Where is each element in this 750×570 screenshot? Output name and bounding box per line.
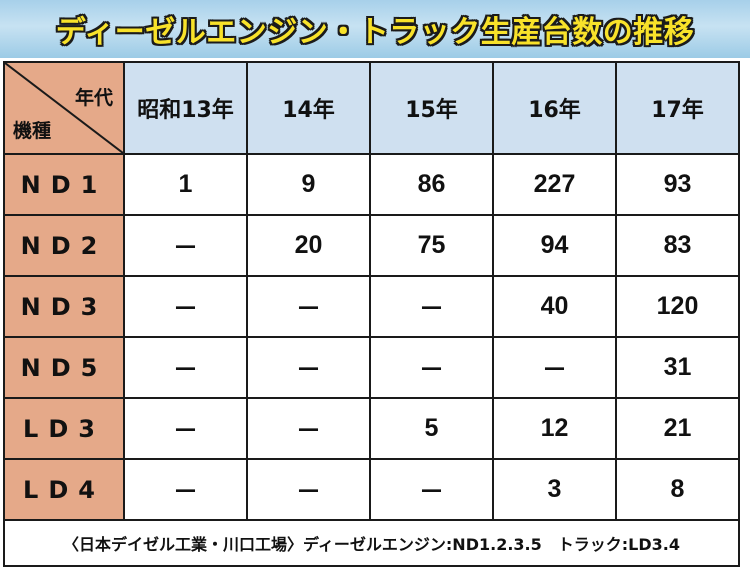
table-cell: － [123, 458, 248, 521]
column-header: 昭和13年 [123, 61, 248, 155]
corner-year-label: 年代 [74, 87, 113, 109]
table-cell: 9 [246, 153, 371, 216]
table-body: ND1 1 9 86 227 93 ND2 － 20 75 94 83 ND3 －－－ 40 120 ND5 －－… [3, 153, 740, 521]
footnote: 〈日本デイゼル工業・川口工場〉ディーゼルエンジン:ND1.2.3.5 トラック:… [3, 519, 740, 567]
table-cell: 31 [615, 336, 740, 399]
table-row: ND1 1 9 86 227 93 [3, 153, 740, 216]
table-row: LD3 －－ 5 12 21 [3, 397, 740, 460]
production-table: 年代 機種 昭和13年 14年 15年 16年 17年 ND1 1 9 86 227 93 ND2 －… [3, 61, 740, 567]
table-cell: 20 [246, 214, 371, 277]
row-label: ND5 [3, 336, 125, 399]
table-cell: － [369, 458, 494, 521]
corner-cell: 年代 機種 [3, 61, 125, 155]
table-cell: － [123, 275, 248, 338]
column-header: 15年 [369, 61, 494, 155]
column-header: 16年 [492, 61, 617, 155]
table-row: LD4 －－－ 3 8 [3, 458, 740, 521]
row-label: ND1 [3, 153, 125, 216]
footer-row: 〈日本デイゼル工業・川口工場〉ディーゼルエンジン:ND1.2.3.5 トラック:… [3, 519, 740, 567]
table-cell: － [246, 397, 371, 460]
corner-diagonal [5, 63, 123, 153]
header-row: 年代 機種 昭和13年 14年 15年 16年 17年 [3, 61, 740, 155]
table-cell: － [246, 458, 371, 521]
table-cell: － [369, 336, 494, 399]
table-cell: 93 [615, 153, 740, 216]
table-row: ND2 － 20 75 94 83 [3, 214, 740, 277]
table-cell: 3 [492, 458, 617, 521]
table-cell: － [123, 214, 248, 277]
table-cell: － [123, 336, 248, 399]
table-cell: 94 [492, 214, 617, 277]
row-label: LD4 [3, 458, 125, 521]
page-title: ディーゼルエンジン・トラック生産台数の推移 [55, 15, 695, 50]
table-cell: 5 [369, 397, 494, 460]
table-cell: － [246, 275, 371, 338]
row-label: ND2 [3, 214, 125, 277]
column-header: 17年 [615, 61, 740, 155]
table-cell: 12 [492, 397, 617, 460]
table-cell: 21 [615, 397, 740, 460]
table-cell: 83 [615, 214, 740, 277]
table-cell: 75 [369, 214, 494, 277]
table-cell: 40 [492, 275, 617, 338]
table-cell: － [369, 275, 494, 338]
table-row: ND5 －－－－ 31 [3, 336, 740, 399]
row-label: ND3 [3, 275, 125, 338]
table-cell: 8 [615, 458, 740, 521]
table-cell: － [492, 336, 617, 399]
table-cell: 86 [369, 153, 494, 216]
table-cell: － [123, 397, 248, 460]
row-label: LD3 [3, 397, 125, 460]
table-cell: 120 [615, 275, 740, 338]
table-row: ND3 －－－ 40 120 [3, 275, 740, 338]
column-header: 14年 [246, 61, 371, 155]
table-cell: 1 [123, 153, 248, 216]
title-banner [0, 0, 750, 58]
table-cell: 227 [492, 153, 617, 216]
corner-model-label: 機種 [13, 120, 52, 142]
table-cell: － [246, 336, 371, 399]
